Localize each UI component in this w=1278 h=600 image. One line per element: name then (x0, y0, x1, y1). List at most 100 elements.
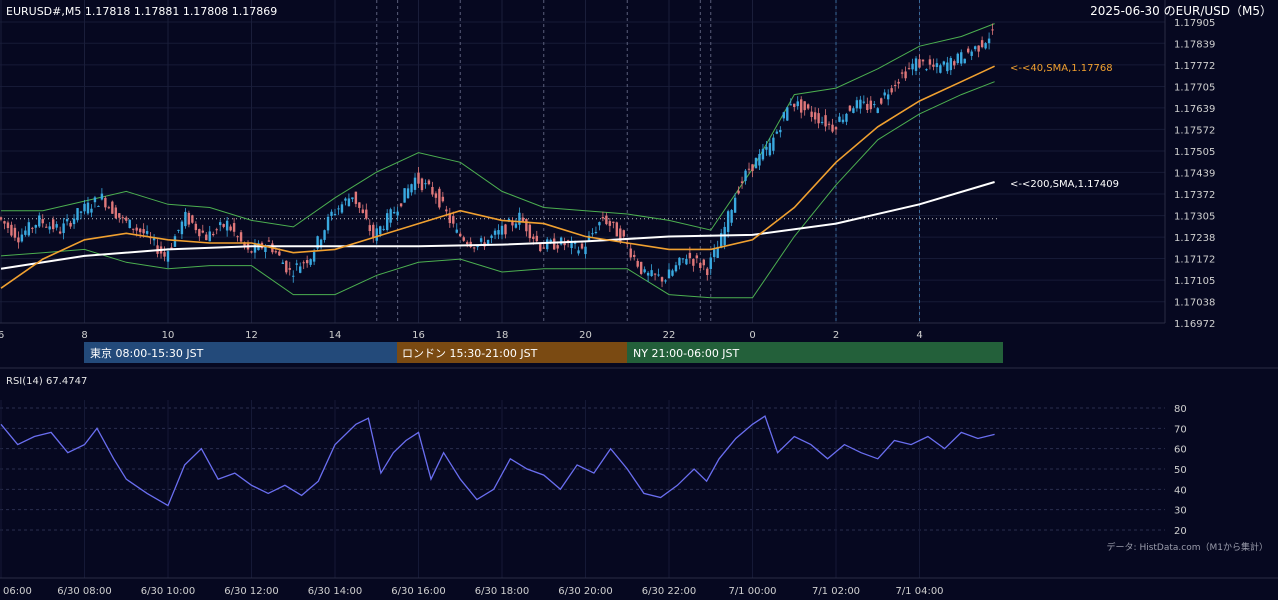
candle-body (347, 198, 351, 207)
candle-body (914, 58, 918, 71)
hour-tick-label: 20 (579, 330, 592, 341)
rsi-tick-label: 50 (1174, 465, 1187, 476)
candle-body (187, 212, 191, 225)
candle-body (991, 29, 994, 31)
candle-body (650, 270, 653, 277)
candle-body (608, 221, 612, 226)
candle-body (907, 68, 911, 70)
candle-body (674, 265, 678, 272)
candle-body (93, 197, 97, 203)
candle-body (601, 217, 605, 219)
candle-body (730, 210, 733, 223)
time-tick-label: 6/30 20:00 (558, 586, 612, 597)
candle-body (987, 38, 991, 44)
price-axis: 1.17905 1.17839 1.17772 1.17705 1.17639 1.175… (1174, 18, 1215, 330)
candle-body (820, 121, 824, 123)
candle-body (13, 227, 17, 238)
candle-body (657, 274, 660, 276)
candle-body (563, 242, 566, 246)
candle-body (570, 240, 573, 249)
candle-body (326, 216, 330, 231)
candle-body (344, 198, 347, 201)
sma40-line (0, 65, 995, 289)
time-tick-label: 6/30 12:00 (224, 586, 278, 597)
candle-body (653, 273, 657, 275)
candle-body (660, 277, 664, 282)
candle-body (486, 239, 490, 246)
candle-body (222, 224, 225, 227)
candle-body (490, 235, 493, 238)
candle-body (316, 236, 319, 249)
price-tick-label: 1.17639 (1174, 104, 1215, 115)
candle-body (612, 221, 615, 223)
candle-body (893, 84, 897, 86)
price-grid (0, 0, 1166, 324)
candle-body (406, 188, 410, 199)
candle-body (855, 100, 859, 109)
candle-body (900, 72, 904, 74)
candle-body (319, 239, 323, 248)
candle-body (779, 129, 782, 133)
candle-body (532, 236, 535, 239)
candle-body (615, 222, 619, 237)
candle-body (250, 251, 253, 253)
candle-body (340, 204, 344, 213)
candle-body (980, 40, 984, 48)
candle-body (709, 257, 712, 270)
candle-body (243, 242, 246, 247)
candle-body (288, 268, 291, 270)
rsi-tick-label: 70 (1174, 424, 1187, 435)
candle-body (639, 261, 643, 274)
candle-body (309, 259, 312, 265)
candle-body (692, 258, 695, 266)
candle-body (420, 178, 424, 191)
hour-tick-label: 14 (329, 330, 342, 341)
candle-body (86, 202, 90, 214)
candle-body (880, 98, 883, 104)
candle-body (573, 241, 577, 244)
candle-body (229, 226, 232, 231)
hour-tick-label: 22 (663, 330, 676, 341)
candle-body (876, 108, 879, 113)
candle-body (869, 100, 872, 110)
candle-body (20, 234, 24, 242)
candle-body (479, 238, 483, 242)
candle-body (264, 246, 267, 253)
candle-body (138, 228, 142, 233)
candle-body (699, 262, 702, 268)
candle-body (511, 221, 514, 226)
session-ny-label: NY 21:00-06:00 JST (633, 347, 740, 360)
candle-body (354, 191, 358, 204)
candle-body (629, 248, 632, 258)
candle-body (111, 201, 114, 214)
candle-body (852, 108, 855, 113)
candle-body (452, 216, 455, 224)
price-tick-label: 1.17572 (1174, 125, 1215, 136)
candle-body (385, 213, 389, 231)
candle-body (225, 220, 229, 231)
hour-tick-label: 8 (81, 330, 87, 341)
candle-body (351, 197, 354, 200)
rsi-title: RSI(14) 67.4747 (6, 376, 87, 387)
candle-body (434, 193, 438, 198)
candle-body (389, 209, 392, 223)
candle-body (83, 203, 86, 212)
candle-body (643, 269, 646, 273)
candle-body (685, 259, 688, 265)
candle-body (163, 252, 166, 257)
candle-body (737, 190, 740, 194)
candle-body (142, 229, 145, 234)
candle-body (949, 58, 953, 71)
candle-body (800, 99, 803, 113)
candle-body (984, 43, 987, 49)
candle-body (476, 246, 479, 248)
price-tick-label: 1.17705 (1174, 83, 1215, 94)
candle-body (636, 260, 639, 267)
candle-body (528, 224, 532, 239)
candle-body (184, 211, 187, 227)
candle-body (431, 186, 434, 195)
time-tick-label: 7/1 00:00 (728, 586, 776, 597)
candlestick-series (0, 23, 994, 288)
candle-body (62, 223, 65, 234)
candle-body (671, 270, 674, 276)
